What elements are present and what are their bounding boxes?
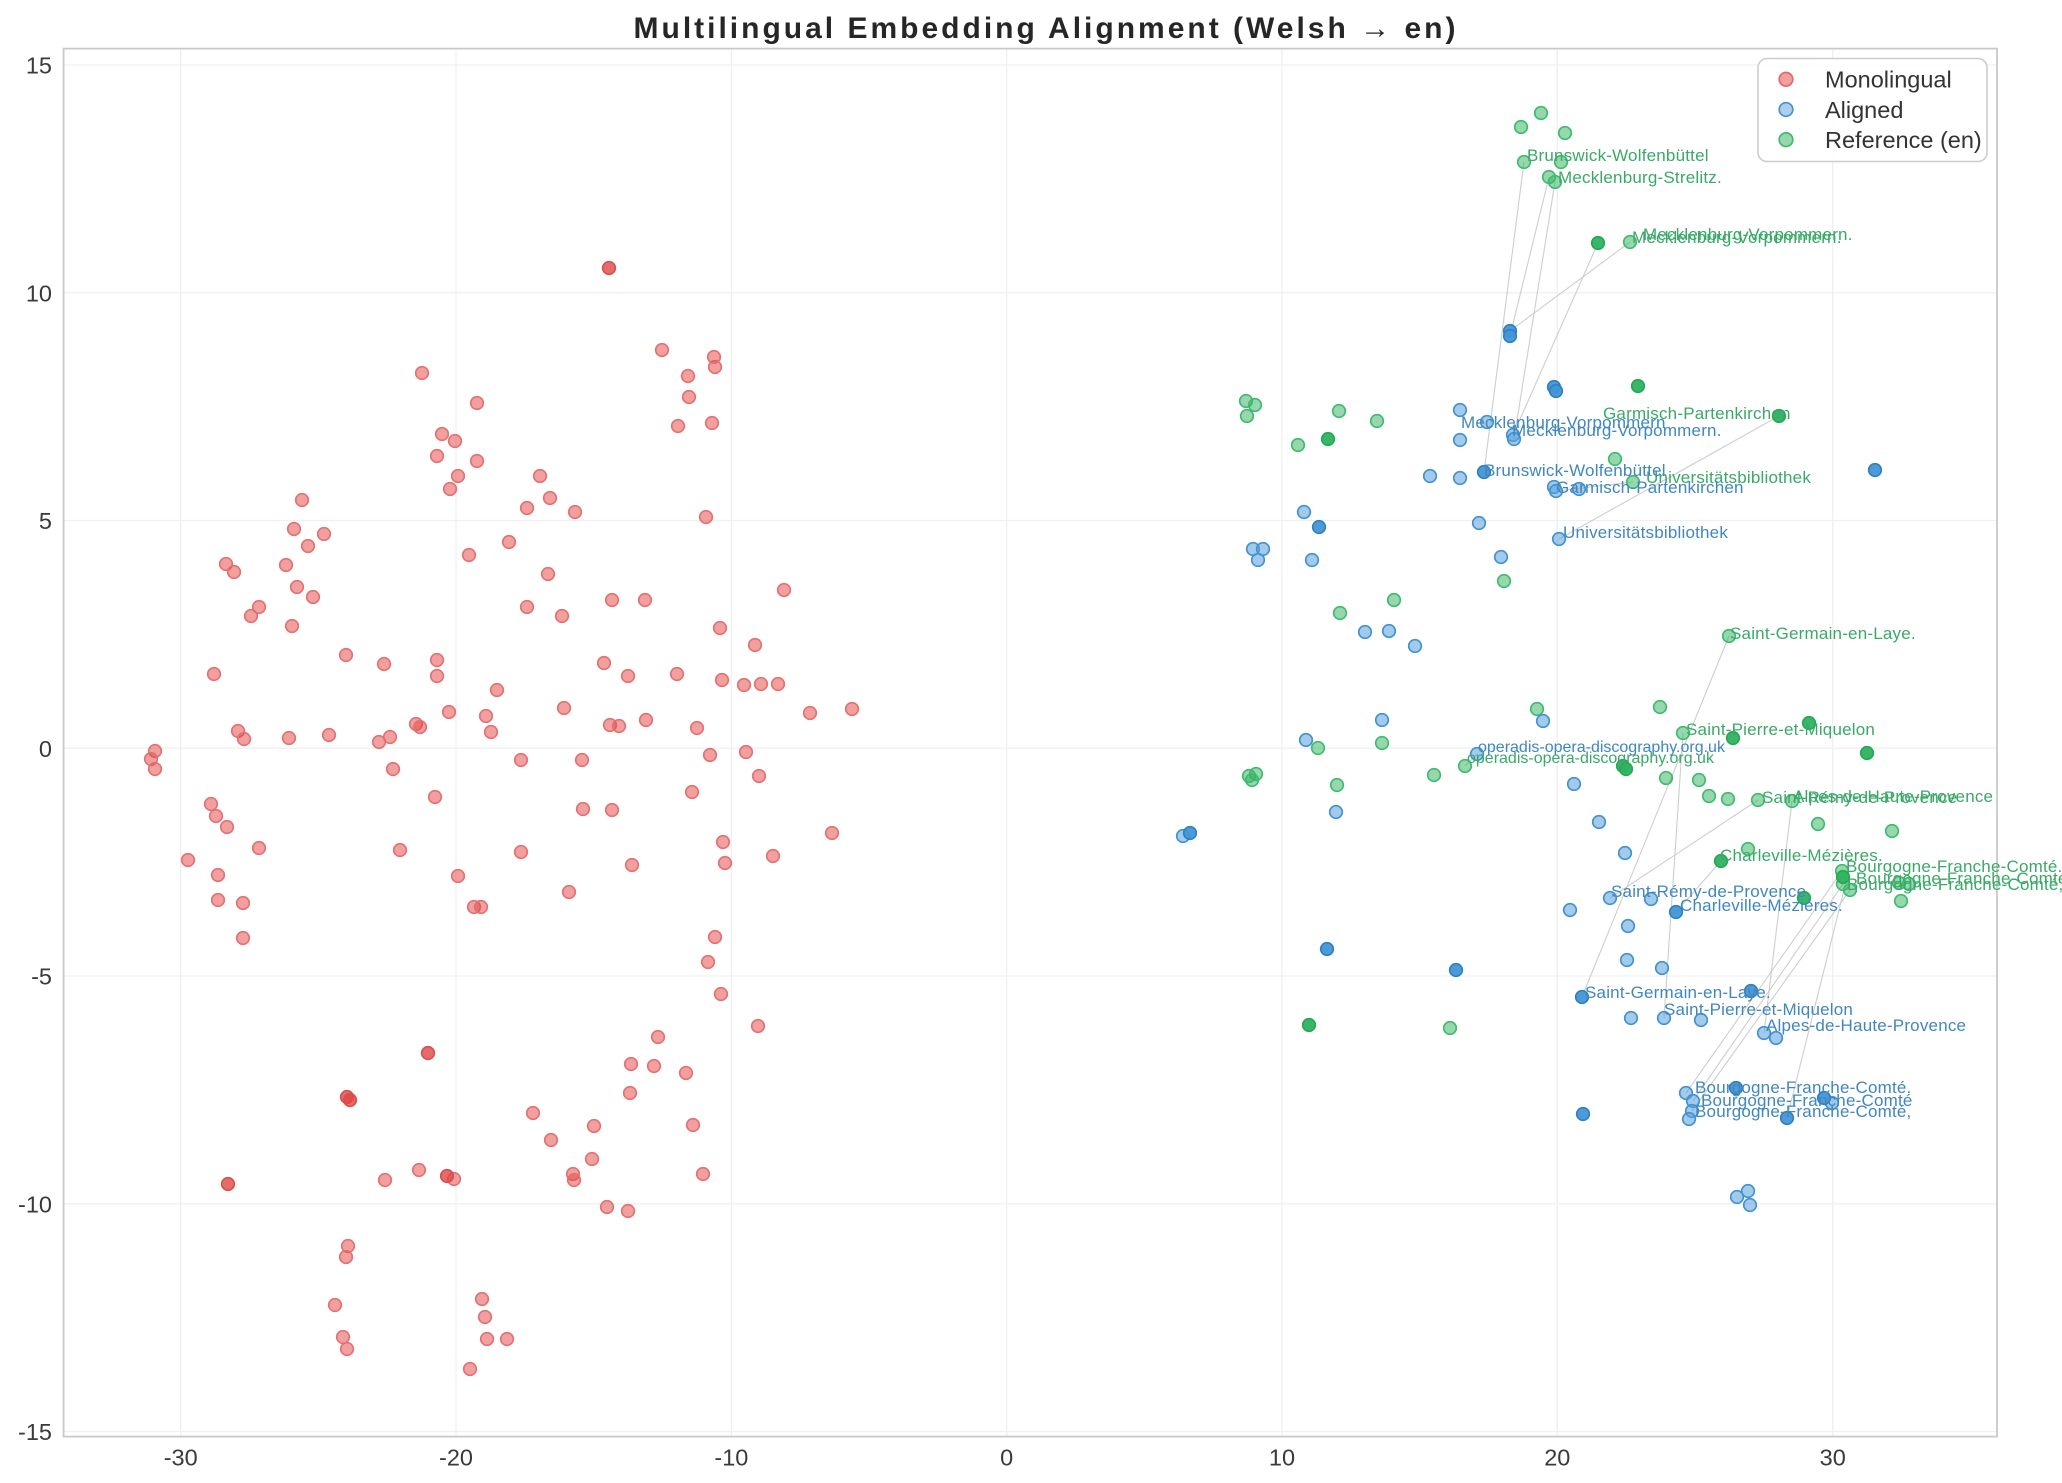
svg-text:-30: -30 — [164, 1445, 198, 1471]
svg-text:Saint-Pierre-et-Miquelon: Saint-Pierre-et-Miquelon — [1686, 720, 1875, 739]
svg-text:Brunswick-Wolfenbüttel: Brunswick-Wolfenbüttel — [1484, 461, 1666, 480]
svg-text:Mecklenburg-Vorpommern.: Mecklenburg-Vorpommern. — [1512, 421, 1722, 440]
svg-text:-10: -10 — [18, 1191, 52, 1217]
svg-text:Alpes-de-Haute-Provence: Alpes-de-Haute-Provence — [1766, 1016, 1966, 1035]
svg-text:Bourgogne-Franche-Comté,: Bourgogne-Franche-Comté, — [1695, 1102, 1911, 1121]
svg-text:20: 20 — [1544, 1445, 1570, 1471]
svg-text:Saint-Germain-en-Laye.: Saint-Germain-en-Laye. — [1730, 624, 1916, 643]
svg-text:operadis-opera-discography.org: operadis-opera-discography.org.uk — [1478, 739, 1726, 756]
svg-text:Saint-Rémy-de-Provence: Saint-Rémy-de-Provence — [1611, 882, 1806, 901]
svg-text:Monolingual: Monolingual — [1825, 67, 1952, 93]
svg-text:Aligned: Aligned — [1825, 97, 1903, 123]
svg-text:Universitätsbibliothek: Universitätsbibliothek — [1563, 523, 1728, 542]
svg-text:-10: -10 — [714, 1445, 748, 1471]
svg-text:5: 5 — [39, 508, 52, 534]
svg-text:15: 15 — [26, 53, 52, 79]
svg-text:Charleville-Mézières.: Charleville-Mézières. — [1720, 846, 1883, 865]
svg-text:30: 30 — [1820, 1445, 1846, 1471]
svg-text:Bourgogne-Franche-Comté.: Bourgogne-Franche-Comté. — [1695, 1078, 1911, 1097]
svg-text:Mecklenburg-Vorpommern.: Mecklenburg-Vorpommern. — [1632, 228, 1842, 247]
svg-text:Bourgogne-Franche-Comté: Bourgogne-Franche-Comté — [1701, 1091, 1913, 1110]
svg-text:-20: -20 — [439, 1445, 473, 1471]
svg-text:Mecklenburg-Strelitz.: Mecklenburg-Strelitz. — [1558, 168, 1722, 187]
svg-text:10: 10 — [26, 280, 52, 306]
svg-text:Garmisch-Partenkirchen: Garmisch-Partenkirchen — [1556, 478, 1744, 497]
svg-text:Alpes-de-Haute-Provence: Alpes-de-Haute-Provence — [1793, 787, 1993, 806]
svg-text:Universitätsbibliothek: Universitätsbibliothek — [1646, 468, 1811, 487]
svg-text:Bourgogne-Franche-Comté: Bourgogne-Franche-Comté — [1856, 869, 2062, 888]
svg-text:Reference (en): Reference (en) — [1825, 127, 1982, 153]
svg-text:Mecklenburg-Vorpommern: Mecklenburg-Vorpommern — [1461, 413, 1666, 432]
svg-text:operadis-opera-discography.org: operadis-opera-discography.org.uk — [1467, 750, 1715, 767]
svg-text:0: 0 — [1000, 1445, 1013, 1471]
svg-text:Bourgogne-Franche-Comté.: Bourgogne-Franche-Comté. — [1846, 857, 2062, 876]
svg-text:0: 0 — [39, 736, 52, 762]
svg-text:-15: -15 — [18, 1419, 52, 1445]
svg-text:Multilingual Embedding Alignme: Multilingual Embedding Alignment (Welsh … — [634, 12, 1459, 45]
svg-text:Garmisch-Partenkirchen: Garmisch-Partenkirchen — [1603, 404, 1791, 423]
svg-text:Saint-Germain-en-Laye.: Saint-Germain-en-Laye. — [1585, 983, 1771, 1002]
svg-text:Saint-Rémy-de-Provence: Saint-Rémy-de-Provence — [1762, 788, 1957, 807]
svg-text:Bourgogne-Franche-Comté,: Bourgogne-Franche-Comté, — [1847, 875, 2062, 894]
svg-text:Saint-Pierre-et-Miquelon: Saint-Pierre-et-Miquelon — [1664, 1000, 1853, 1019]
svg-text:-5: -5 — [31, 964, 52, 990]
svg-text:10: 10 — [1269, 1445, 1295, 1471]
svg-text:Mecklenburg-Vorpommern.: Mecklenburg-Vorpommern. — [1643, 225, 1853, 244]
svg-text:Brunswick-Wolfenbüttel: Brunswick-Wolfenbüttel — [1527, 146, 1709, 165]
svg-text:Charleville-Mézières.: Charleville-Mézières. — [1680, 896, 1843, 915]
